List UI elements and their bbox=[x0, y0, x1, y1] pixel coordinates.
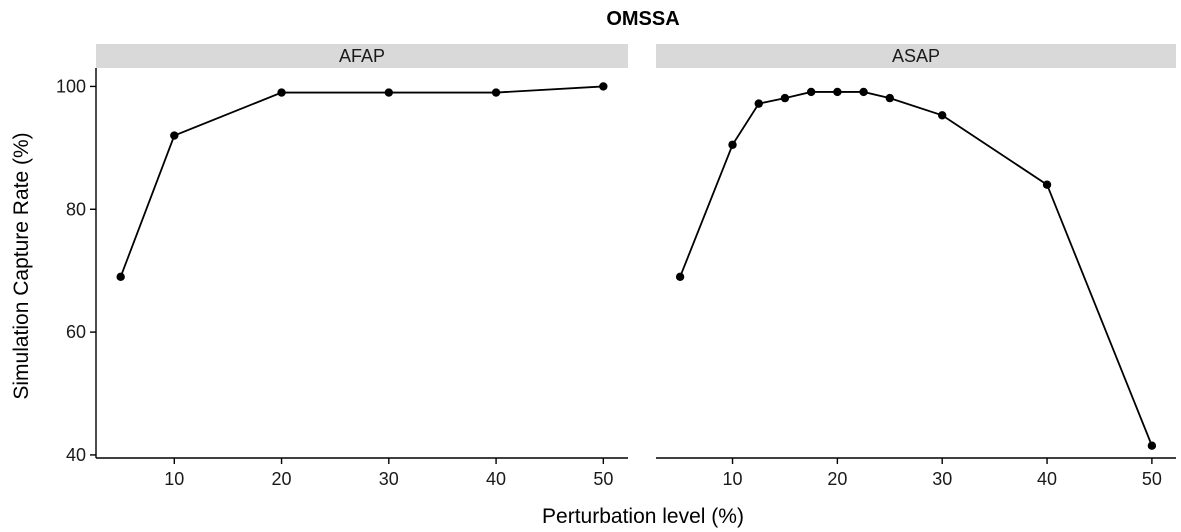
data-point bbox=[728, 140, 737, 149]
data-point bbox=[277, 88, 286, 97]
y-tick-label: 80 bbox=[66, 199, 86, 219]
data-point bbox=[859, 87, 868, 97]
panel-afap: 10 20 30 40 50 40 60 80 100 bbox=[56, 68, 628, 489]
data-point bbox=[1147, 441, 1157, 450]
data-point bbox=[806, 87, 816, 97]
data-point bbox=[754, 99, 763, 108]
data-point bbox=[491, 88, 501, 97]
x-tick-label: 10 bbox=[164, 469, 184, 489]
data-point bbox=[780, 93, 790, 103]
data-point bbox=[938, 111, 947, 120]
facet-label-afap: AFAP bbox=[339, 46, 385, 66]
y-tick-label: 60 bbox=[66, 322, 86, 342]
x-tick-label: 20 bbox=[827, 469, 847, 489]
y-tick-label: 100 bbox=[56, 76, 86, 96]
facet-label-asap: ASAP bbox=[892, 46, 940, 66]
chart-title: OMSSA bbox=[606, 8, 679, 30]
data-point bbox=[170, 131, 179, 140]
x-tick-label: 10 bbox=[723, 469, 743, 489]
data-point bbox=[384, 88, 394, 97]
data-point bbox=[116, 272, 125, 282]
x-tick-label: 50 bbox=[593, 469, 613, 489]
data-point bbox=[599, 82, 608, 91]
data-point bbox=[833, 87, 842, 97]
series-line bbox=[119, 85, 604, 278]
data-point bbox=[675, 272, 685, 282]
x-tick-label: 30 bbox=[932, 469, 952, 489]
x-tick-label: 20 bbox=[272, 469, 292, 489]
series-line bbox=[679, 91, 1153, 447]
y-tick-label: 40 bbox=[66, 445, 86, 465]
x-tick-label: 40 bbox=[486, 469, 506, 489]
x-tick-label: 30 bbox=[379, 469, 399, 489]
x-tick-label: 50 bbox=[1142, 469, 1162, 489]
data-point bbox=[1042, 180, 1052, 189]
x-axis-title: Perturbation level (%) bbox=[542, 505, 744, 528]
x-tick-label: 40 bbox=[1037, 469, 1057, 489]
facet-strip-asap bbox=[656, 44, 1176, 68]
data-point bbox=[885, 93, 894, 103]
facet-strip-afap bbox=[96, 44, 628, 68]
y-axis-title: Simulation Capture Rate (%) bbox=[10, 132, 33, 399]
panel-asap: 10 20 30 40 50 bbox=[656, 87, 1176, 489]
